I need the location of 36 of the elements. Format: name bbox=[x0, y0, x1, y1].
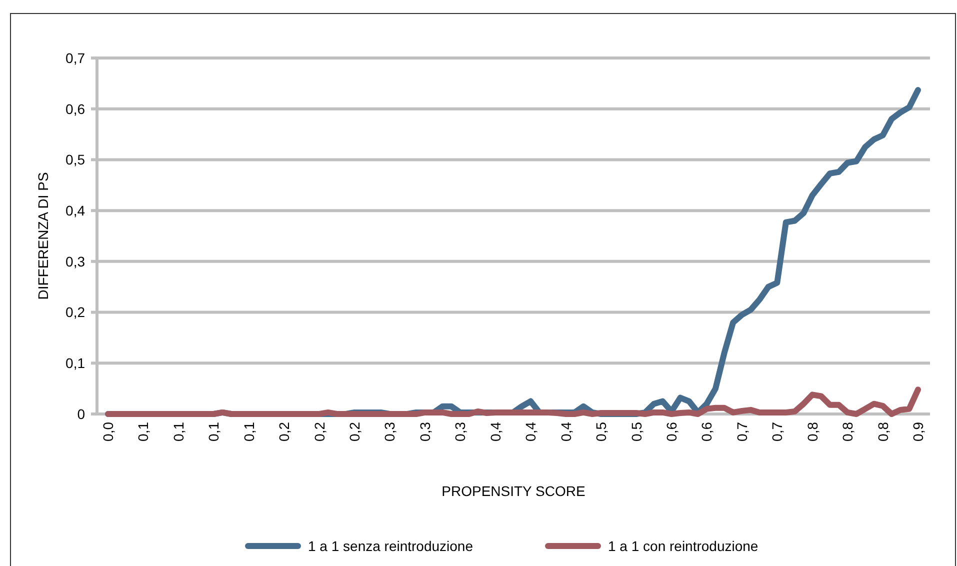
x-tick-label: 0,4 bbox=[487, 422, 504, 442]
y-tick-label: 0,6 bbox=[66, 100, 86, 117]
x-tick-label: 0,5 bbox=[593, 422, 610, 442]
y-tick-label: 0 bbox=[77, 406, 86, 422]
y-tick-label: 0,2 bbox=[66, 304, 86, 320]
x-tick-label: 0,7 bbox=[769, 422, 786, 442]
x-tick-label: 0,4 bbox=[522, 422, 539, 442]
x-tick-label: 0,3 bbox=[382, 422, 398, 442]
x-tick-label: 0,4 bbox=[558, 422, 574, 442]
x-tick-label: 0,2 bbox=[311, 422, 328, 442]
x-tick-label: 0,3 bbox=[416, 422, 433, 442]
x-tick-label: 0,6 bbox=[698, 422, 715, 442]
x-axis-title: PROPENSITY SCORE bbox=[442, 483, 586, 499]
x-tick-label: 0,0 bbox=[100, 422, 116, 442]
x-tick-label: 0,9 bbox=[910, 422, 926, 442]
y-tick-label: 0,7 bbox=[66, 50, 86, 66]
x-tick-label: 0,8 bbox=[804, 422, 820, 442]
y-tick-label: 0,1 bbox=[66, 355, 86, 372]
x-tick-label: 0,1 bbox=[206, 422, 222, 442]
x-tick-label: 0,1 bbox=[135, 422, 152, 442]
y-axis-title: DIFFERENZA DI PS bbox=[35, 172, 51, 300]
y-tick-label: 0,4 bbox=[66, 202, 86, 218]
x-tick-label: 0,1 bbox=[240, 422, 257, 442]
legend-label: 1 a 1 senza reintroduzione bbox=[308, 538, 474, 554]
x-tick-label: 0,8 bbox=[840, 422, 856, 442]
x-tick-label: 0,1 bbox=[170, 422, 186, 442]
x-tick-label: 0,6 bbox=[663, 422, 680, 442]
y-tick-label: 0,3 bbox=[66, 253, 86, 270]
x-tick-label: 0,2 bbox=[346, 422, 363, 442]
x-tick-label: 0,5 bbox=[628, 422, 644, 442]
legend-label: 1 a 1 con reintroduzione bbox=[608, 538, 758, 554]
x-tick-label: 0,8 bbox=[874, 422, 891, 442]
y-tick-label: 0,5 bbox=[66, 152, 86, 168]
x-tick-label: 0,2 bbox=[276, 422, 292, 442]
x-tick-label: 0,3 bbox=[452, 422, 468, 442]
x-tick-label: 0,7 bbox=[734, 422, 750, 442]
